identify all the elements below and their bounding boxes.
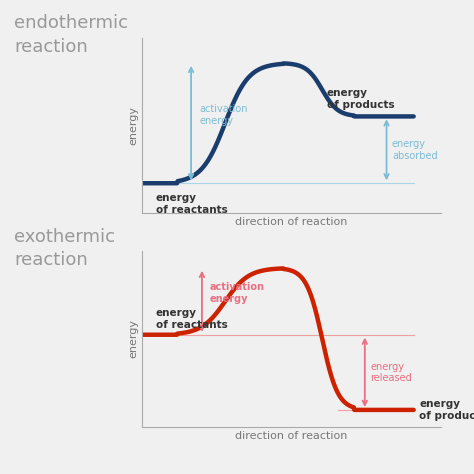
Text: energy
of reactants: energy of reactants <box>156 308 228 330</box>
Text: exothermic
reaction: exothermic reaction <box>14 228 115 269</box>
X-axis label: direction of reaction: direction of reaction <box>235 431 348 441</box>
X-axis label: direction of reaction: direction of reaction <box>235 218 348 228</box>
Text: energy
absorbed: energy absorbed <box>392 139 438 161</box>
Y-axis label: energy: energy <box>128 319 138 358</box>
Text: energy
of products: energy of products <box>419 399 474 421</box>
Text: energy
released: energy released <box>370 362 412 383</box>
Text: activation
energy: activation energy <box>210 282 265 304</box>
Text: energy
of products: energy of products <box>327 88 394 110</box>
Text: endothermic
reaction: endothermic reaction <box>14 14 128 56</box>
Y-axis label: energy: energy <box>128 106 138 145</box>
Text: activation
energy: activation energy <box>199 104 248 126</box>
Text: energy
of reactants: energy of reactants <box>156 193 228 215</box>
